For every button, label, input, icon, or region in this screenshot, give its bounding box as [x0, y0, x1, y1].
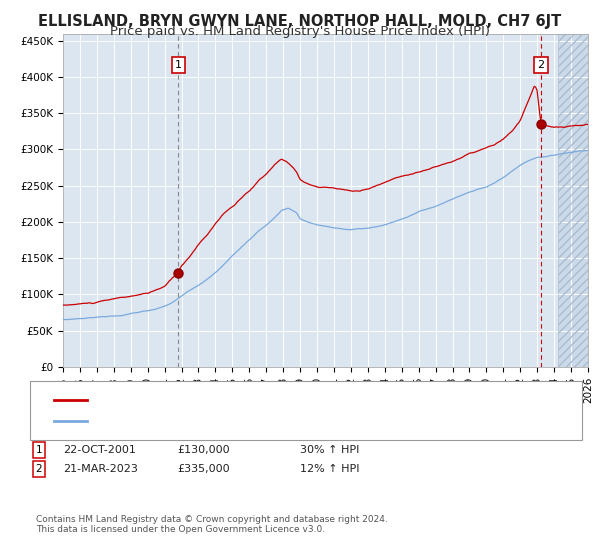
Text: 2: 2: [35, 464, 43, 474]
Text: 22-OCT-2001: 22-OCT-2001: [63, 445, 136, 455]
Text: HPI: Average price, detached house, Flintshire: HPI: Average price, detached house, Flin…: [93, 416, 334, 426]
Text: 21-MAR-2023: 21-MAR-2023: [63, 464, 138, 474]
Text: 1: 1: [175, 60, 182, 70]
Text: £335,000: £335,000: [177, 464, 230, 474]
Bar: [559, 34, 596, 367]
Text: £130,000: £130,000: [177, 445, 230, 455]
Text: Price paid vs. HM Land Registry's House Price Index (HPI): Price paid vs. HM Land Registry's House …: [110, 25, 490, 38]
Text: 30% ↑ HPI: 30% ↑ HPI: [300, 445, 359, 455]
Text: 1: 1: [35, 445, 43, 455]
Text: Contains HM Land Registry data © Crown copyright and database right 2024.: Contains HM Land Registry data © Crown c…: [36, 515, 388, 524]
Text: 2: 2: [538, 60, 544, 70]
Text: 12% ↑ HPI: 12% ↑ HPI: [300, 464, 359, 474]
Text: ELLISLAND, BRYN GWYN LANE, NORTHOP HALL, MOLD, CH7 6JT (detached house): ELLISLAND, BRYN GWYN LANE, NORTHOP HALL,…: [93, 395, 517, 405]
Text: ELLISLAND, BRYN GWYN LANE, NORTHOP HALL, MOLD, CH7 6JT: ELLISLAND, BRYN GWYN LANE, NORTHOP HALL,…: [38, 14, 562, 29]
Text: This data is licensed under the Open Government Licence v3.0.: This data is licensed under the Open Gov…: [36, 525, 325, 534]
Bar: [559, 34, 596, 367]
